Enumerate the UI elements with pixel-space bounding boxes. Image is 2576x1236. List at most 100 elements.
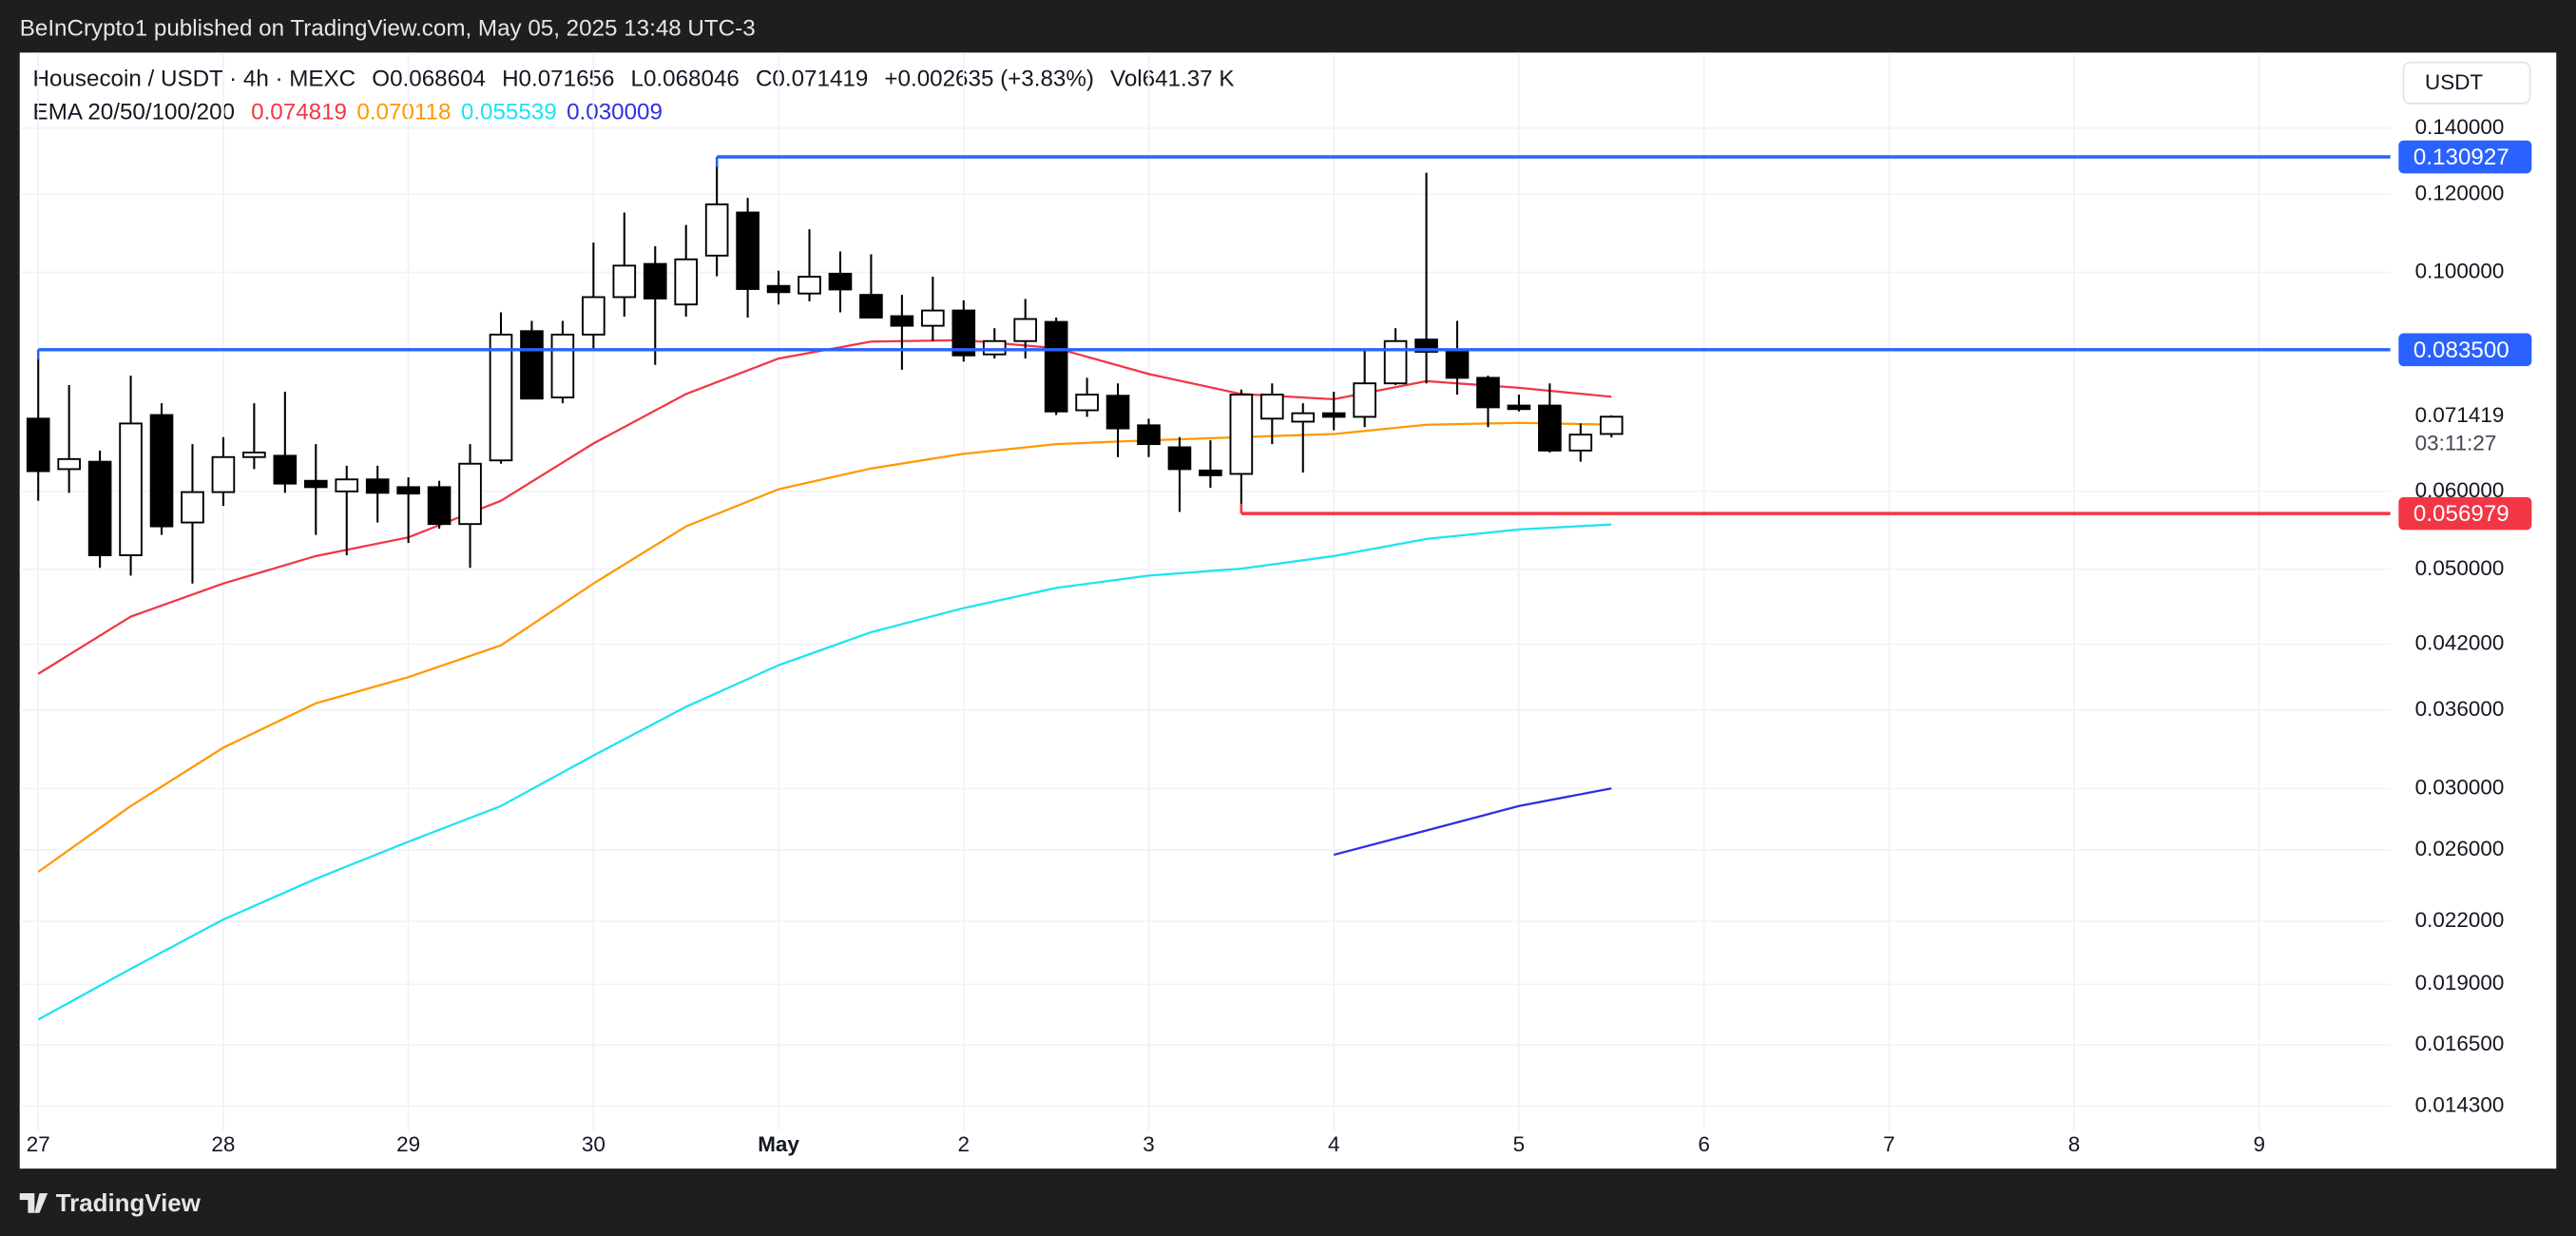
candle-body: [1568, 434, 1593, 452]
candle-body: [1105, 395, 1130, 430]
x-tick-label: 4: [1328, 1132, 1339, 1156]
candle-body: [119, 422, 143, 556]
high-value: 0.071656: [519, 67, 615, 92]
legend-row: Housecoin / USDT · 4h · MEXC O0.068604 H…: [33, 67, 1235, 92]
y-tick-label: 0.022000: [2415, 908, 2505, 932]
candle-body: [582, 296, 606, 336]
candle-body: [303, 479, 328, 489]
currency[interactable]: USDT: [2425, 70, 2483, 94]
low-value: 0.068046: [644, 67, 740, 92]
candle-body: [489, 333, 513, 462]
candle-body: [1476, 377, 1500, 409]
candle-body: [1167, 446, 1192, 471]
close-label: C: [756, 67, 772, 92]
ema-value: 0.055539: [461, 100, 557, 126]
volume-label: Vol: [1110, 67, 1143, 92]
candle-body: [57, 457, 81, 471]
x-tick-label: 2: [958, 1132, 970, 1156]
ema-value: 0.070118: [356, 100, 451, 126]
y-tick-label: 0.036000: [2415, 697, 2505, 721]
candle-body: [1321, 412, 1346, 418]
candle-body: [458, 462, 482, 526]
x-tick-label: May: [758, 1132, 799, 1156]
candle-body: [273, 454, 298, 485]
candle-body: [181, 491, 204, 524]
level-tag: [2398, 140, 2532, 174]
candle-body: [1013, 318, 1037, 342]
candle-body: [87, 460, 112, 556]
candle-body: [149, 414, 174, 528]
x-tick-label: 8: [2068, 1132, 2080, 1156]
candle-body: [1538, 404, 1562, 452]
open-label: O: [372, 67, 390, 92]
x-tick-label: 3: [1143, 1132, 1154, 1156]
candle-body: [890, 315, 914, 327]
candle-body: [1383, 339, 1408, 385]
level-tag-label: 0.083500: [2413, 338, 2509, 363]
candle-body: [365, 478, 390, 494]
ema-line: [37, 421, 1612, 873]
currency-box[interactable]: [2402, 61, 2531, 105]
candle-body: [520, 330, 544, 400]
candle-body: [1229, 394, 1254, 475]
x-tick-label: 28: [211, 1132, 235, 1156]
plot: 27 28 29 30 May 2 3 4 5 6 7 8 9 0.140000 0.120000 0.100…: [19, 52, 2532, 1156]
ema-label: EMA 20/50/100/200: [33, 100, 235, 126]
x-tick-label: 30: [582, 1132, 606, 1156]
candle-body: [766, 284, 791, 294]
high-label: H: [502, 67, 518, 92]
candle-body: [982, 339, 1007, 356]
y-tick-label: 0.016500: [2415, 1032, 2505, 1055]
brand-logo: [19, 1193, 48, 1213]
open-value: 0.068604: [390, 67, 486, 92]
publisher: BeInCrypto1 published on TradingView.com…: [20, 16, 756, 42]
y-tick-label: 0.014300: [2415, 1092, 2505, 1116]
ema-value: 0.074819: [251, 100, 347, 126]
candle-body: [1075, 394, 1099, 412]
level-tag-label: 0.056979: [2413, 501, 2509, 527]
candle-body: [396, 486, 420, 495]
candle-body: [736, 211, 759, 290]
change: +0.002635 (+3.83%): [884, 67, 1094, 92]
candle-body: [674, 258, 699, 306]
level-tag: [2398, 333, 2532, 367]
candle-body: [1259, 394, 1284, 420]
candle-body: [1044, 320, 1068, 413]
level-tag-label: 0.130927: [2413, 145, 2509, 170]
candle-body: [335, 478, 359, 492]
candle-body: [242, 451, 266, 458]
low-label: L: [631, 67, 644, 92]
candle-body: [1445, 351, 1470, 379]
ema-value: 0.030009: [567, 100, 663, 126]
chart-area: [19, 52, 2557, 1169]
symbol: Housecoin / USDT · 4h · MEXC: [33, 67, 356, 92]
last-price: 0.071419: [2415, 403, 2505, 427]
x-tick-label: 6: [1698, 1132, 1709, 1156]
candle-body: [828, 272, 853, 291]
brand: TradingView: [19, 1190, 202, 1217]
x-tick-label: 5: [1513, 1132, 1525, 1156]
candle-body: [921, 309, 945, 327]
candle-body: [1507, 404, 1531, 411]
x-tick-label: 7: [1883, 1132, 1894, 1156]
candle-body: [859, 294, 883, 319]
volume: 641.37 K: [1143, 67, 1235, 92]
brand-name: TradingView: [56, 1190, 202, 1217]
y-tick-label: 0.140000: [2415, 115, 2505, 139]
ema-legend: EMA 20/50/100/200 0.074819 0.070118 0.0555…: [33, 100, 663, 126]
candle-body: [704, 203, 729, 257]
candle-body: [1199, 469, 1222, 476]
close-value: 0.071419: [772, 67, 868, 92]
x-tick-label: 9: [2254, 1132, 2265, 1156]
candle-body: [643, 262, 667, 299]
candle-body: [952, 309, 976, 357]
candle-body: [612, 264, 637, 299]
ema-line: [1333, 787, 1612, 857]
y-tick-label: 0.100000: [2415, 259, 2505, 282]
candle-body: [1599, 415, 1624, 435]
candle-body: [550, 333, 575, 398]
candle-body: [1137, 424, 1161, 446]
candle-body: [798, 276, 821, 295]
